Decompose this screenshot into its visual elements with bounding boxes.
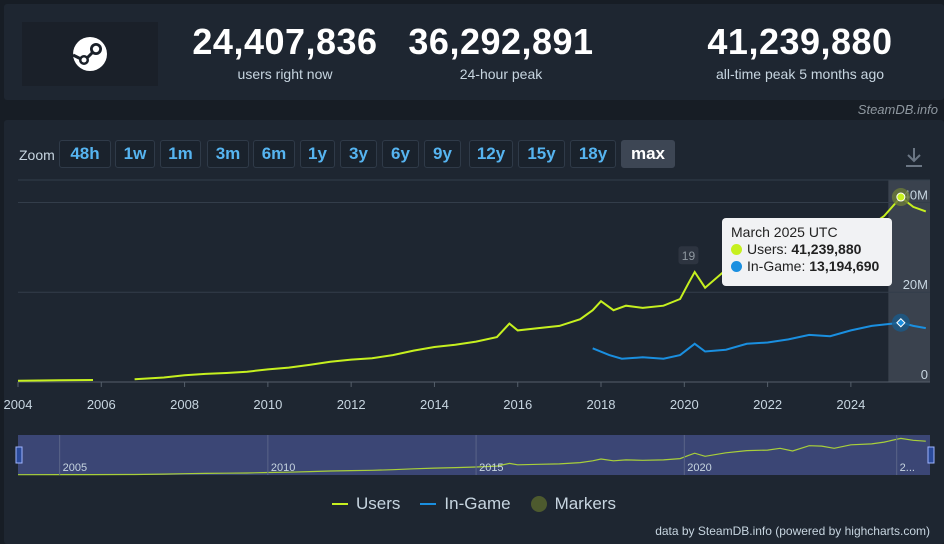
legend-users[interactable]: Users xyxy=(332,494,400,514)
peak-24h-value: 36,292,891 xyxy=(408,21,594,62)
navigator-tick-label: 2015 xyxy=(479,462,503,474)
tooltip-ingame-label: In-Game: xyxy=(747,258,806,274)
peak-24h-label: 24-hour peak xyxy=(459,66,543,82)
zoom-button-1m[interactable]: 1m xyxy=(160,140,201,168)
stat-all-time-peak: 41,239,880 all-time peak 5 months ago xyxy=(685,21,915,83)
tooltip-title: March 2025 UTC xyxy=(731,224,838,240)
users-dot-icon xyxy=(731,244,742,255)
navigator-tick-label: 2... xyxy=(900,462,915,474)
steamdb-attribution[interactable]: SteamDB.info xyxy=(857,102,938,117)
x-tick-label: 2010 xyxy=(253,397,282,412)
tooltip-ingame-row: In-Game: 13,194,690 xyxy=(731,258,883,275)
x-tick-label: 2022 xyxy=(753,397,782,412)
steam-icon xyxy=(72,37,107,71)
x-tick-label: 2006 xyxy=(87,397,116,412)
markers-dot-icon xyxy=(530,496,547,512)
zoom-button-12y[interactable]: 12y xyxy=(469,140,513,168)
navigator-window[interactable] xyxy=(18,435,930,475)
users-line-icon xyxy=(332,503,349,505)
stats-panel: 24,407,836 users right now 36,292,891 24… xyxy=(4,4,944,100)
x-tick-label: 2020 xyxy=(670,397,699,412)
y-tick-label: 20M xyxy=(903,277,928,292)
zoom-button-48h[interactable]: 48h xyxy=(59,140,111,168)
zoom-button-max[interactable]: max xyxy=(621,140,675,168)
zoom-button-3y[interactable]: 3y xyxy=(340,140,377,168)
x-tick-label: 2024 xyxy=(836,397,865,412)
x-tick-label: 2008 xyxy=(170,397,199,412)
x-tick-label: 2012 xyxy=(337,397,366,412)
zoom-button-6m[interactable]: 6m xyxy=(253,140,295,168)
zoom-button-3m[interactable]: 3m xyxy=(207,140,249,168)
navigator-tick-label: 2020 xyxy=(687,462,711,474)
chart-credits[interactable]: data by SteamDB.info (powered by highcha… xyxy=(655,524,930,538)
tooltip-ingame-value: 13,194,690 xyxy=(809,258,880,274)
zoom-button-15y[interactable]: 15y xyxy=(518,140,565,168)
stat-24h-peak: 36,292,891 24-hour peak xyxy=(386,21,616,83)
navigator-tick-label: 2010 xyxy=(271,462,295,474)
tooltip-users-row: Users: 41,239,880 xyxy=(731,241,883,258)
tooltip-users-value: 41,239,880 xyxy=(791,241,862,257)
zoom-label: Zoom xyxy=(19,147,55,163)
navigator-left-handle[interactable] xyxy=(15,446,23,464)
navigator-tick-label: 2005 xyxy=(63,462,87,474)
users-series-line[interactable] xyxy=(17,379,94,382)
navigator-right-handle[interactable] xyxy=(927,446,935,464)
ingame-line-icon xyxy=(420,503,437,505)
tooltip-users-label: Users: xyxy=(747,241,788,257)
users-hover-point[interactable] xyxy=(896,192,906,202)
ingame-series-line[interactable] xyxy=(592,321,926,360)
chart-legend: Users In-Game Markers xyxy=(4,494,944,514)
marker-flag[interactable] xyxy=(678,246,699,265)
legend-ingame-label: In-Game xyxy=(444,494,511,513)
x-tick-label: 2014 xyxy=(420,397,449,412)
current-users-value: 24,407,836 xyxy=(192,21,378,62)
legend-markers-label: Markers xyxy=(554,494,616,513)
legend-users-label: Users xyxy=(356,494,401,513)
all-time-peak-value: 41,239,880 xyxy=(707,21,893,62)
hover-band xyxy=(888,180,930,382)
x-tick-label: 2018 xyxy=(587,397,616,412)
zoom-button-6y[interactable]: 6y xyxy=(382,140,419,168)
ingame-dot-icon xyxy=(731,261,742,272)
zoom-button-1w[interactable]: 1w xyxy=(115,140,155,168)
chart-panel: Zoom 48h 1w 1m 3m 6m 1y 3y 6y 9y 12y 15y 18y max 0 20… xyxy=(4,120,944,544)
zoom-button-1y[interactable]: 1y xyxy=(300,140,335,168)
x-tick-label: 2004 xyxy=(4,397,32,412)
x-tick-label: 2016 xyxy=(503,397,532,412)
zoom-button-9y[interactable]: 9y xyxy=(424,140,461,168)
legend-markers[interactable]: Markers xyxy=(530,494,616,514)
ingame-hover-point[interactable] xyxy=(896,318,906,328)
y-tick-label: 0 xyxy=(921,367,928,382)
zoom-button-18y[interactable]: 18y xyxy=(570,140,616,168)
download-icon[interactable] xyxy=(904,146,924,168)
navigator-series-line xyxy=(17,437,926,476)
marker-label: 19 xyxy=(682,249,696,263)
current-users-label: users right now xyxy=(237,66,333,82)
all-time-peak-label: all-time peak 5 months ago xyxy=(715,66,885,82)
chart-tooltip: March 2025 UTC Users: 41,239,880 In-Game… xyxy=(722,218,892,286)
legend-ingame[interactable]: In-Game xyxy=(420,494,511,514)
stat-current-users: 24,407,836 users right now xyxy=(170,21,400,83)
steam-logo[interactable] xyxy=(22,22,158,86)
